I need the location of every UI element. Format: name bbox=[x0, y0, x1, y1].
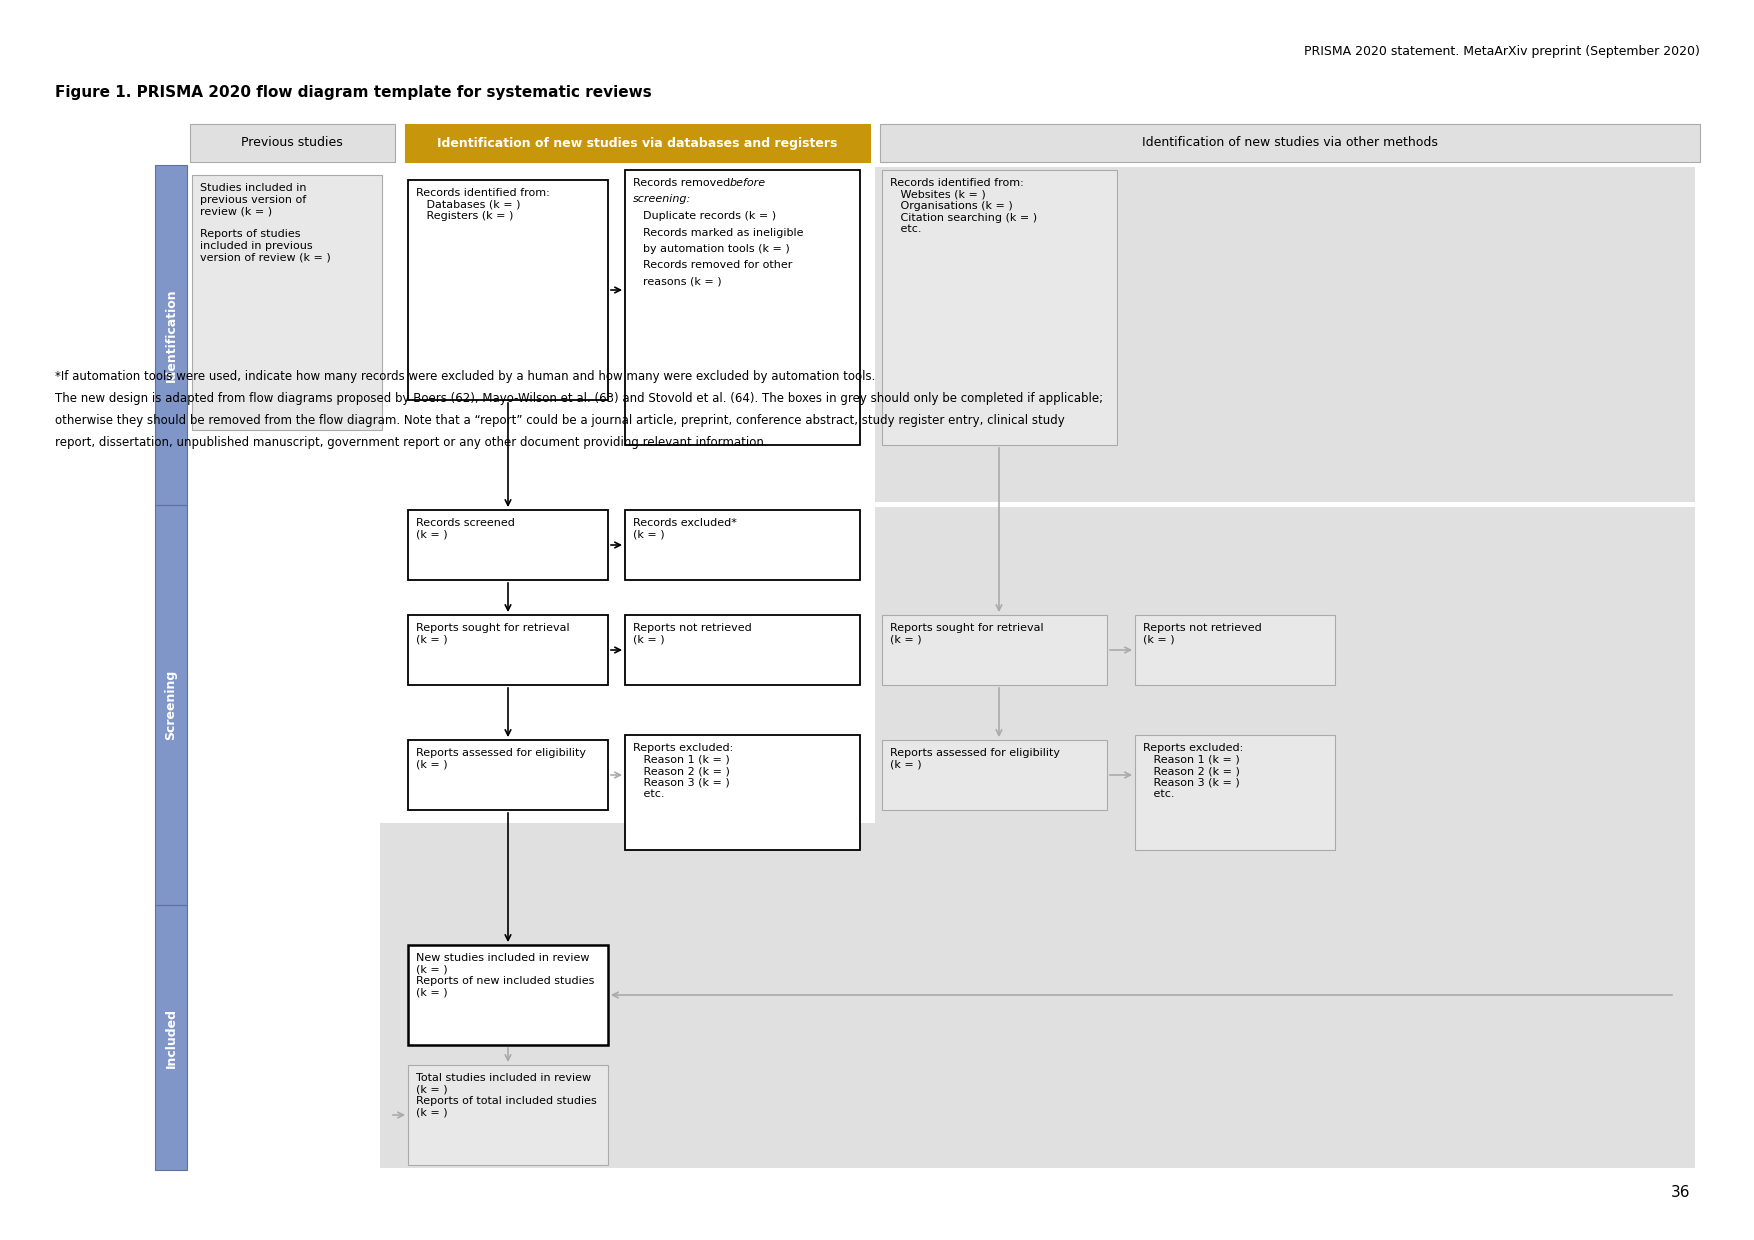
Text: Reports sought for retrieval
(k = ): Reports sought for retrieval (k = ) bbox=[416, 622, 570, 645]
Text: screening:: screening: bbox=[633, 193, 691, 205]
Text: Identification of new studies via other methods: Identification of new studies via other … bbox=[1142, 136, 1438, 150]
Text: Studies included in
previous version of
review (k = )

Reports of studies
includ: Studies included in previous version of … bbox=[200, 184, 332, 263]
FancyBboxPatch shape bbox=[154, 165, 188, 505]
Text: Reports excluded:
   Reason 1 (k = )
   Reason 2 (k = )
   Reason 3 (k = )
   et: Reports excluded: Reason 1 (k = ) Reason… bbox=[633, 743, 733, 800]
Text: Reports not retrieved
(k = ): Reports not retrieved (k = ) bbox=[1144, 622, 1261, 645]
FancyBboxPatch shape bbox=[882, 170, 1117, 445]
Text: Records screened
(k = ): Records screened (k = ) bbox=[416, 518, 516, 539]
Text: Records excluded*
(k = ): Records excluded* (k = ) bbox=[633, 518, 737, 539]
FancyBboxPatch shape bbox=[624, 615, 859, 684]
Text: The new design is adapted from flow diagrams proposed by Boers (62), Mayo-Wilson: The new design is adapted from flow diag… bbox=[54, 392, 1103, 405]
Text: Duplicate records (k = ): Duplicate records (k = ) bbox=[644, 211, 775, 221]
FancyBboxPatch shape bbox=[405, 124, 870, 162]
FancyBboxPatch shape bbox=[409, 1065, 609, 1166]
FancyBboxPatch shape bbox=[409, 740, 609, 810]
Text: before: before bbox=[730, 179, 766, 188]
FancyBboxPatch shape bbox=[409, 615, 609, 684]
Text: by automation tools (k = ): by automation tools (k = ) bbox=[644, 244, 789, 254]
FancyBboxPatch shape bbox=[409, 180, 609, 401]
FancyBboxPatch shape bbox=[409, 945, 609, 1045]
FancyBboxPatch shape bbox=[875, 507, 1694, 901]
Text: report, dissertation, unpublished manuscript, government report or any other doc: report, dissertation, unpublished manusc… bbox=[54, 436, 768, 449]
Text: New studies included in review
(k = )
Reports of new included studies
(k = ): New studies included in review (k = ) Re… bbox=[416, 954, 595, 998]
Text: Records removed for other: Records removed for other bbox=[644, 260, 793, 270]
FancyBboxPatch shape bbox=[882, 740, 1107, 810]
Text: Reports assessed for eligibility
(k = ): Reports assessed for eligibility (k = ) bbox=[889, 748, 1059, 770]
FancyBboxPatch shape bbox=[154, 905, 188, 1171]
FancyBboxPatch shape bbox=[624, 510, 859, 580]
Text: Screening: Screening bbox=[165, 670, 177, 740]
Text: Included: Included bbox=[165, 1008, 177, 1068]
FancyBboxPatch shape bbox=[154, 505, 188, 905]
Text: Records removed: Records removed bbox=[633, 179, 733, 188]
Text: Records identified from:
   Websites (k = )
   Organisations (k = )
   Citation : Records identified from: Websites (k = )… bbox=[889, 179, 1037, 234]
Text: Reports not retrieved
(k = ): Reports not retrieved (k = ) bbox=[633, 622, 752, 645]
FancyBboxPatch shape bbox=[381, 823, 1694, 1168]
FancyBboxPatch shape bbox=[881, 124, 1700, 162]
FancyBboxPatch shape bbox=[875, 167, 1694, 502]
Text: 36: 36 bbox=[1670, 1185, 1691, 1200]
FancyBboxPatch shape bbox=[624, 735, 859, 849]
Text: Identification of new studies via databases and registers: Identification of new studies via databa… bbox=[437, 136, 837, 150]
Text: PRISMA 2020 statement. MetaArXiv preprint (September 2020): PRISMA 2020 statement. MetaArXiv preprin… bbox=[1305, 45, 1700, 58]
Text: Total studies included in review
(k = )
Reports of total included studies
(k = ): Total studies included in review (k = ) … bbox=[416, 1073, 596, 1117]
Text: otherwise they should be removed from the flow diagram. Note that a “report” cou: otherwise they should be removed from th… bbox=[54, 414, 1065, 427]
Text: reasons (k = ): reasons (k = ) bbox=[644, 277, 721, 286]
Text: Reports excluded:
   Reason 1 (k = )
   Reason 2 (k = )
   Reason 3 (k = )
   et: Reports excluded: Reason 1 (k = ) Reason… bbox=[1144, 743, 1244, 800]
FancyBboxPatch shape bbox=[191, 175, 382, 430]
FancyBboxPatch shape bbox=[882, 615, 1107, 684]
Text: Figure 1. PRISMA 2020 flow diagram template for systematic reviews: Figure 1. PRISMA 2020 flow diagram templ… bbox=[54, 86, 652, 100]
Text: Previous studies: Previous studies bbox=[240, 136, 342, 150]
Text: *If automation tools were used, indicate how many records were excluded by a hum: *If automation tools were used, indicate… bbox=[54, 370, 875, 383]
Text: Records marked as ineligible: Records marked as ineligible bbox=[644, 228, 803, 238]
Text: Reports assessed for eligibility
(k = ): Reports assessed for eligibility (k = ) bbox=[416, 748, 586, 770]
Text: Identification: Identification bbox=[165, 288, 177, 382]
FancyBboxPatch shape bbox=[624, 170, 859, 445]
Text: Records identified from:
   Databases (k = )
   Registers (k = ): Records identified from: Databases (k = … bbox=[416, 188, 549, 221]
Text: Reports sought for retrieval
(k = ): Reports sought for retrieval (k = ) bbox=[889, 622, 1044, 645]
FancyBboxPatch shape bbox=[1135, 735, 1335, 849]
FancyBboxPatch shape bbox=[189, 124, 395, 162]
FancyBboxPatch shape bbox=[409, 510, 609, 580]
FancyBboxPatch shape bbox=[1135, 615, 1335, 684]
